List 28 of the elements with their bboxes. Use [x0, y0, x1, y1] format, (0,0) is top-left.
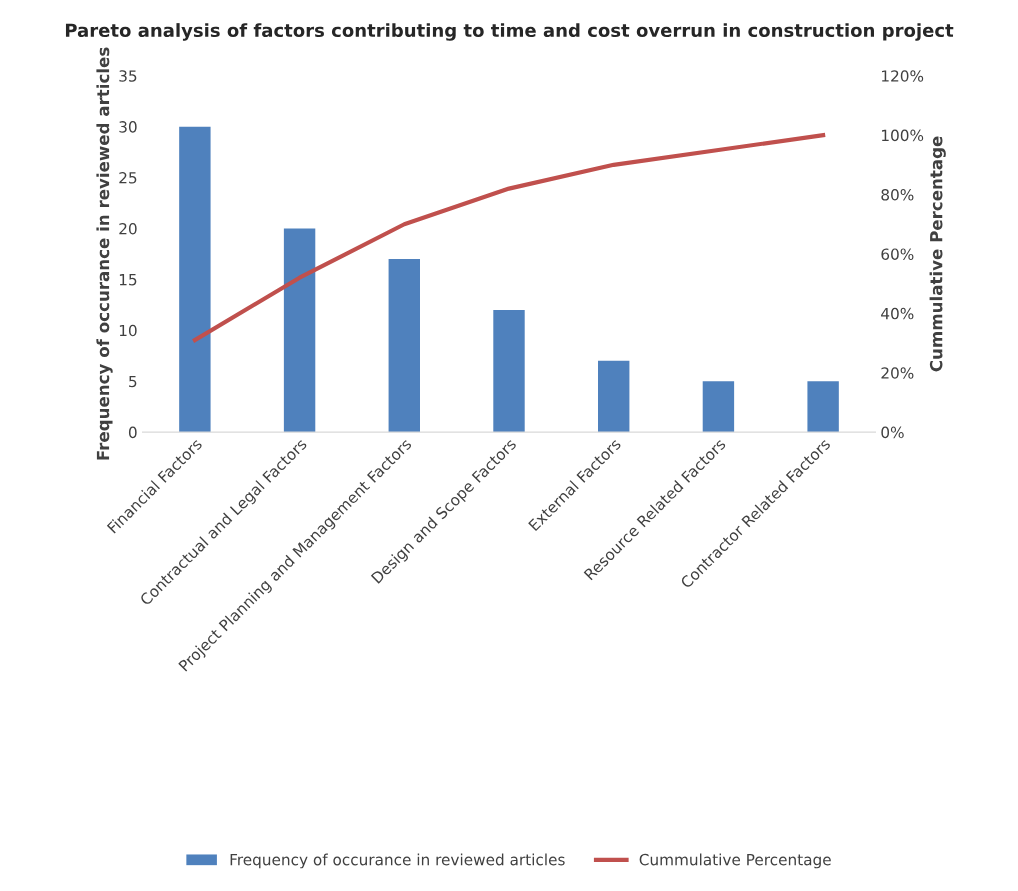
- y2-tick-label: 60%: [881, 248, 914, 260]
- y2-tick-label: 20%: [881, 367, 914, 379]
- y-tick-label: 15: [119, 274, 137, 286]
- bar: [388, 259, 420, 433]
- y2-tick-label: 120%: [882, 70, 924, 82]
- y-tick-label: 35: [119, 70, 137, 82]
- y2-axis-title: Cummulative Percentage: [929, 136, 946, 372]
- bar: [702, 381, 735, 433]
- y-tick-label: 20: [119, 222, 137, 235]
- legend-label: Frequency of occurance in reviewed articles: [230, 853, 565, 869]
- line-series: [192, 133, 826, 343]
- y-tick-label: 5: [129, 375, 137, 388]
- y-axis-title: Frequency of occurance in reviewed articles: [96, 47, 113, 460]
- chart-title: Pareto analysis of factors contributing to time and cost overrun in construction project: [65, 23, 954, 41]
- y-tick-label: 0: [128, 426, 137, 439]
- y-tick-label: 30: [119, 121, 137, 133]
- legend-label: Cummulative Percentage: [639, 853, 831, 869]
- bar: [807, 381, 839, 433]
- y2-tick-label: 0%: [881, 426, 904, 439]
- bar: [598, 360, 630, 433]
- bar: [179, 126, 211, 433]
- bar: [493, 309, 525, 433]
- y-tick-label: 25: [119, 172, 137, 184]
- y2-tick-label: 80%: [881, 189, 914, 201]
- y2-tick-label: 100%: [882, 129, 924, 142]
- y2-tick-label: 40%: [881, 307, 914, 320]
- bar: [283, 228, 316, 433]
- y-tick-label: 10: [119, 324, 137, 337]
